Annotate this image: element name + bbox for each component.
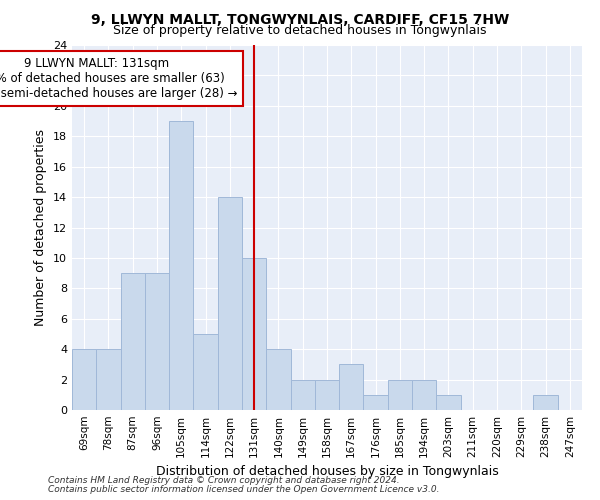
Text: 9, LLWYN MALLT, TONGWYNLAIS, CARDIFF, CF15 7HW: 9, LLWYN MALLT, TONGWYNLAIS, CARDIFF, CF… — [91, 12, 509, 26]
Bar — [339, 364, 364, 410]
Text: Size of property relative to detached houses in Tongwynlais: Size of property relative to detached ho… — [113, 24, 487, 37]
Text: Contains HM Land Registry data © Crown copyright and database right 2024.: Contains HM Land Registry data © Crown c… — [48, 476, 400, 485]
Y-axis label: Number of detached properties: Number of detached properties — [34, 129, 47, 326]
Bar — [218, 197, 242, 410]
Bar — [290, 380, 315, 410]
Text: Contains public sector information licensed under the Open Government Licence v3: Contains public sector information licen… — [48, 485, 439, 494]
Bar — [96, 349, 121, 410]
Bar — [315, 380, 339, 410]
Bar — [72, 349, 96, 410]
Bar — [145, 273, 169, 410]
Bar — [121, 273, 145, 410]
Bar — [364, 395, 388, 410]
Bar — [436, 395, 461, 410]
Bar — [169, 121, 193, 410]
Bar — [388, 380, 412, 410]
Bar — [193, 334, 218, 410]
Bar — [242, 258, 266, 410]
Bar — [412, 380, 436, 410]
X-axis label: Distribution of detached houses by size in Tongwynlais: Distribution of detached houses by size … — [155, 466, 499, 478]
Bar — [266, 349, 290, 410]
Bar — [533, 395, 558, 410]
Text: 9 LLWYN MALLT: 131sqm
← 69% of detached houses are smaller (63)
31% of semi-deta: 9 LLWYN MALLT: 131sqm ← 69% of detached … — [0, 57, 237, 100]
